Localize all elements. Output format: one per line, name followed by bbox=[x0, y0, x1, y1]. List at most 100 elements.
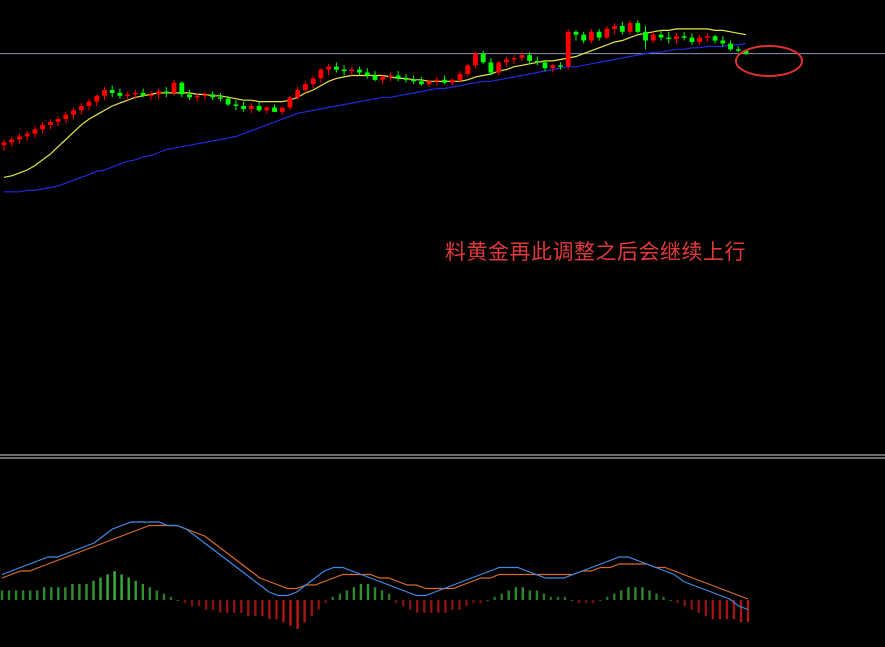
candle-body bbox=[326, 66, 331, 70]
candle-body bbox=[542, 62, 548, 69]
candle-body bbox=[241, 106, 246, 109]
candle-body bbox=[256, 106, 262, 111]
candle-body bbox=[86, 101, 92, 106]
macd-histogram-bar bbox=[563, 596, 567, 600]
macd-histogram-bar bbox=[493, 596, 496, 600]
macd-histogram-bar bbox=[85, 584, 88, 600]
candle-body bbox=[17, 136, 22, 140]
macd-histogram-bar bbox=[514, 587, 517, 600]
candle-body bbox=[194, 95, 200, 98]
candle-body bbox=[473, 53, 478, 66]
candle-body bbox=[117, 92, 123, 96]
candle-body bbox=[735, 49, 741, 51]
candle-body bbox=[210, 94, 216, 98]
candle-body bbox=[558, 65, 563, 67]
macd-histogram-bar bbox=[190, 600, 194, 607]
candle-body bbox=[380, 76, 386, 80]
macd-histogram-bar bbox=[247, 600, 250, 616]
macd-histogram-bar bbox=[542, 593, 546, 600]
candle-body bbox=[24, 133, 30, 137]
candle-body bbox=[163, 91, 169, 93]
candle-body bbox=[341, 69, 347, 72]
macd-histogram-bar bbox=[500, 593, 503, 600]
candle-body bbox=[697, 37, 702, 42]
highlight-ellipse bbox=[735, 45, 803, 77]
macd-histogram-bar bbox=[7, 590, 11, 600]
macd-histogram-bar bbox=[141, 584, 144, 600]
macd-histogram-bar bbox=[521, 587, 524, 600]
macd-histogram-bar bbox=[289, 600, 292, 626]
macd-histogram-bar bbox=[183, 600, 187, 604]
macd-histogram-bar bbox=[592, 600, 595, 604]
macd-histogram-bar bbox=[444, 600, 447, 613]
chart-annotation: 料黄金再此调整之后会继续上行 bbox=[445, 240, 746, 264]
macd-histogram-bar bbox=[718, 600, 721, 620]
candle-body bbox=[40, 124, 45, 130]
macd-histogram-bar bbox=[113, 571, 116, 600]
macd-histogram-bar bbox=[465, 600, 468, 607]
candle-body bbox=[596, 31, 602, 38]
macd-histogram-bar bbox=[402, 600, 405, 607]
candle-body bbox=[650, 34, 656, 41]
candle-body bbox=[635, 23, 641, 32]
macd-histogram-bar bbox=[317, 600, 320, 610]
candle-body bbox=[426, 81, 432, 85]
macd-histogram-bar bbox=[127, 577, 130, 600]
macd-histogram-bar bbox=[606, 596, 609, 600]
candle-body bbox=[658, 34, 664, 38]
macd-histogram-bar bbox=[416, 600, 419, 613]
candle-body bbox=[457, 74, 463, 80]
candle-body bbox=[573, 31, 579, 35]
macd-histogram-bar bbox=[50, 587, 53, 600]
macd-histogram-bar bbox=[394, 600, 398, 604]
candle-body bbox=[712, 36, 718, 41]
candle-body bbox=[372, 75, 378, 80]
macd-histogram-bar bbox=[352, 587, 356, 600]
macd-histogram-bar bbox=[535, 590, 539, 600]
candle-body bbox=[225, 98, 231, 105]
candle-body bbox=[488, 62, 494, 73]
candle-body bbox=[411, 79, 416, 82]
macd-histogram-bar bbox=[310, 600, 313, 616]
macd-histogram-bar bbox=[36, 590, 39, 600]
macd-histogram-bar bbox=[662, 596, 665, 600]
candle-body bbox=[705, 36, 710, 38]
macd-histogram-bar bbox=[254, 600, 257, 616]
candle-body bbox=[63, 114, 69, 120]
macd-histogram-bar bbox=[275, 600, 278, 620]
macd-histogram-bar bbox=[423, 600, 426, 613]
macd-histogram-bar bbox=[21, 590, 25, 600]
macd-histogram-bar bbox=[634, 587, 637, 600]
candle-body bbox=[496, 62, 502, 73]
macd-histogram-bar bbox=[725, 600, 729, 620]
candle-body bbox=[55, 119, 61, 122]
candle-body bbox=[643, 31, 648, 41]
candle-body bbox=[627, 23, 633, 32]
candle-body bbox=[156, 91, 161, 95]
macd-histogram-bar bbox=[261, 600, 264, 616]
macd-histogram-bar bbox=[29, 590, 32, 600]
macd-histogram-bar bbox=[430, 600, 433, 613]
macd-histogram-bar bbox=[57, 587, 60, 600]
macd-histogram-bar bbox=[303, 600, 306, 623]
candle-body bbox=[681, 36, 687, 38]
candle-body bbox=[534, 60, 540, 63]
candle-body bbox=[102, 90, 107, 96]
macd-histogram-bar bbox=[219, 600, 222, 613]
macd-histogram-bar bbox=[711, 600, 714, 620]
candle-body bbox=[1, 142, 7, 146]
macd-dif-line bbox=[1, 521, 749, 611]
macd-histogram-bar bbox=[134, 580, 137, 600]
macd-histogram-bar bbox=[240, 600, 243, 613]
candle-body bbox=[612, 26, 617, 29]
candle-body bbox=[581, 34, 587, 41]
candle-body bbox=[689, 37, 695, 42]
macd-histogram-bar bbox=[704, 600, 707, 616]
macd-histogram-bar bbox=[683, 600, 686, 607]
macd-histogram-bar bbox=[296, 600, 299, 629]
macd-histogram-bar bbox=[282, 600, 285, 623]
macd-histogram-bar bbox=[451, 600, 454, 610]
macd-histogram-bar bbox=[0, 590, 4, 600]
macd-histogram-bar bbox=[226, 600, 229, 613]
candle-body bbox=[109, 90, 115, 93]
